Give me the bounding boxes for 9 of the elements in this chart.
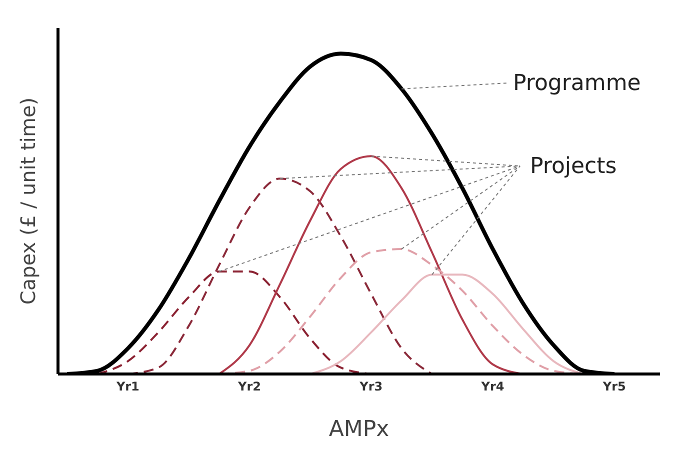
x-tick-label: Yr5: [602, 380, 626, 394]
x-tick-label: Yr4: [480, 380, 504, 394]
x-axis-title: AMPx: [328, 417, 390, 442]
annotation: Projects: [530, 154, 617, 179]
y-axis-title: Capex (£ / unit time): [16, 97, 40, 305]
x-tick-label: Yr2: [237, 380, 262, 394]
text: Programme: [513, 71, 641, 96]
x-tick-label: Yr1: [115, 380, 140, 394]
x-tick-label: Yr3: [358, 380, 383, 394]
